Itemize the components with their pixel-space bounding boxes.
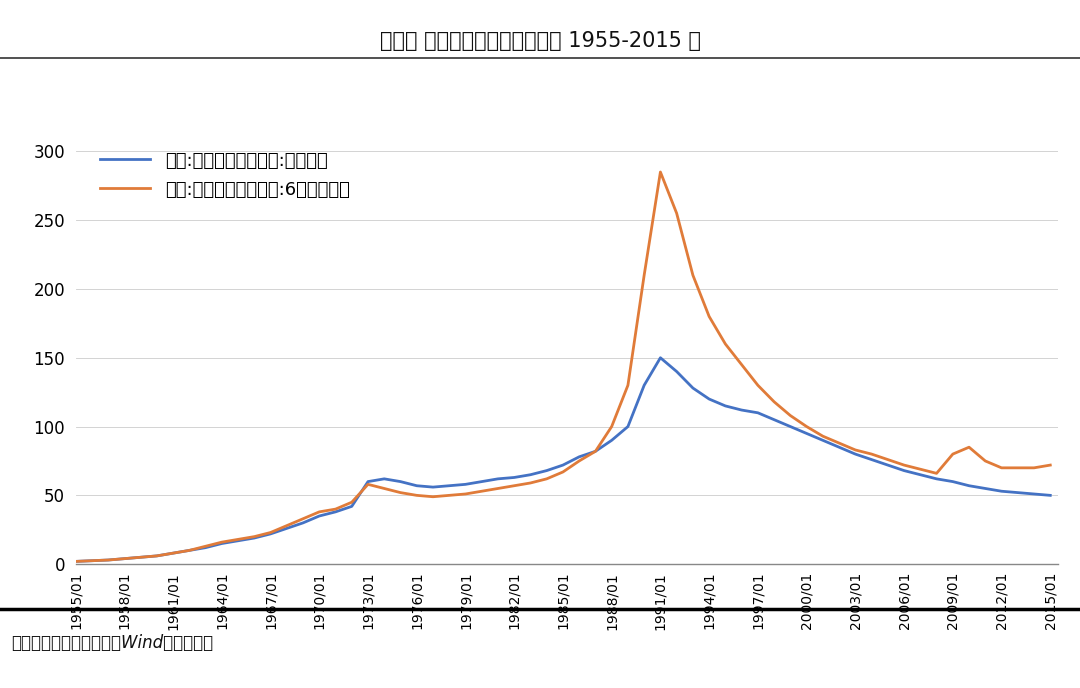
Text: 图表： 日本住宅用地价格指数： 1955-2015 年: 图表： 日本住宅用地价格指数： 1955-2015 年	[379, 31, 701, 51]
Legend: 日本:城市土地价格指数:所有城市, 日本:城市土地价格指数:6个主要城市: 日本:城市土地价格指数:所有城市, 日本:城市土地价格指数:6个主要城市	[94, 147, 355, 205]
Text: 资料来源：日本统计局，Wind，泽平宏观: 资料来源：日本统计局，Wind，泽平宏观	[11, 634, 213, 652]
